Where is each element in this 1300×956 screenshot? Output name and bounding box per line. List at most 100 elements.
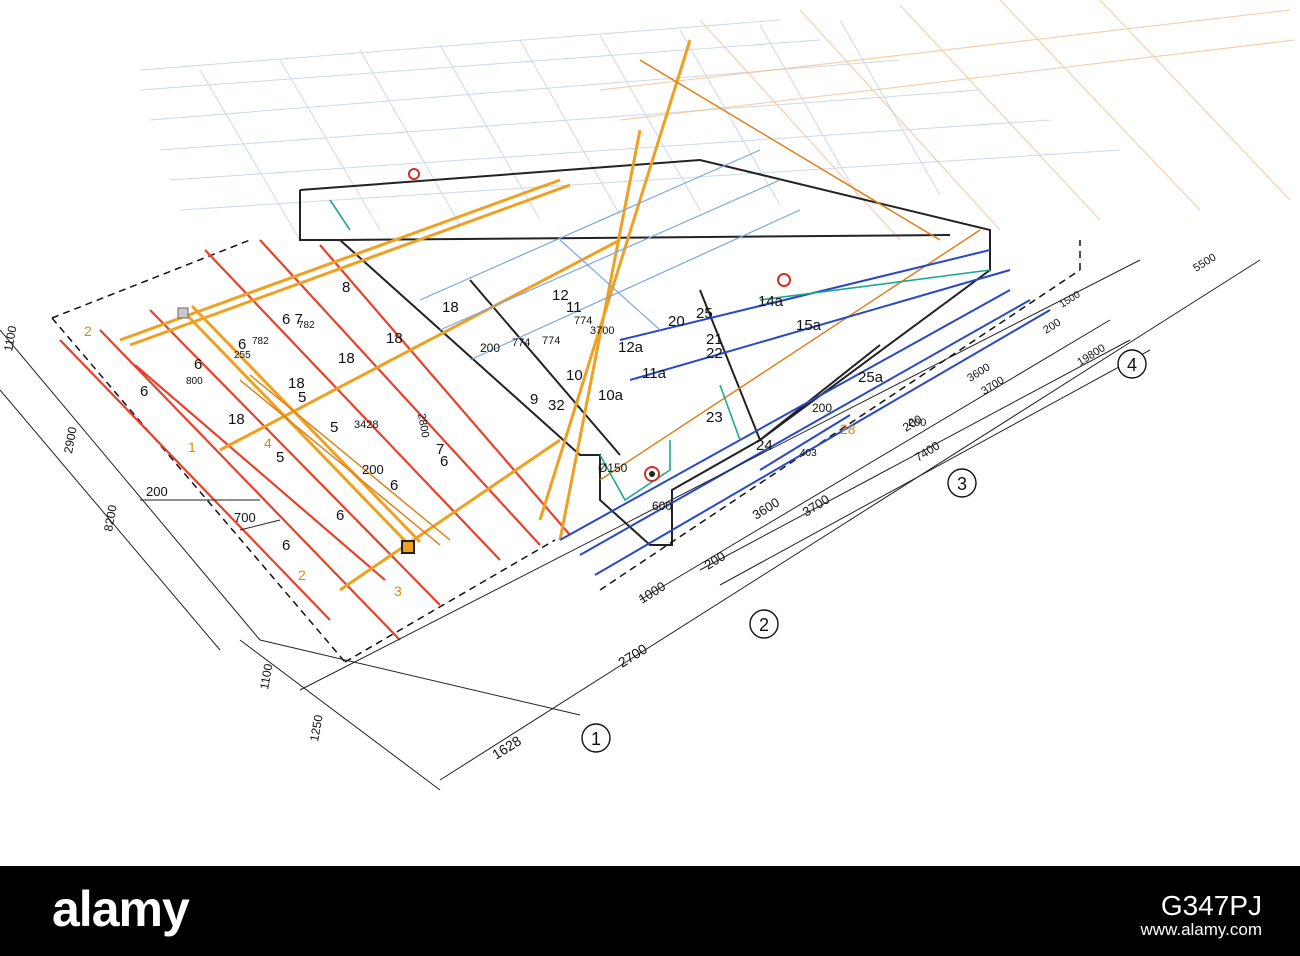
- room-label: 6: [390, 477, 398, 494]
- red-pipes: [59, 239, 571, 641]
- room-label: Ø150: [598, 461, 628, 475]
- room-label: 3700: [590, 325, 614, 337]
- dim-label: 700: [234, 510, 256, 525]
- dim-label: 1100: [1, 324, 19, 352]
- room-label: 3428: [354, 419, 378, 431]
- room-label: 12a: [618, 339, 644, 356]
- orange-trunk: [119, 39, 692, 592]
- dim-label: 1628: [489, 732, 524, 762]
- room-label: 18: [442, 299, 459, 316]
- room-label: 5: [276, 449, 284, 466]
- dim-label: 1100: [257, 662, 275, 690]
- room-label: 23: [706, 409, 723, 426]
- room-label: 6: [336, 507, 344, 524]
- grid-axis-1-circle: [581, 723, 611, 753]
- riser-fixture-icon: [401, 540, 415, 554]
- room-label: 200: [908, 417, 926, 429]
- room-label: 5: [330, 419, 338, 436]
- faded-upper-plan: [139, 19, 1121, 241]
- blue-pipes: [559, 249, 1051, 576]
- room-label: 6: [140, 383, 148, 400]
- room-label: 600: [652, 499, 672, 513]
- room-label: 10a: [598, 387, 624, 404]
- dim-label: 2700: [615, 640, 650, 670]
- room-label: 32: [548, 397, 565, 414]
- room-label: 7: [436, 441, 444, 458]
- stock-url: www.alamy.com: [1140, 920, 1262, 939]
- grid-axis-2: 2: [759, 615, 769, 635]
- drain-fixture-icon: [777, 273, 791, 287]
- room-label: 21: [706, 331, 723, 348]
- room-label: 6: [282, 537, 290, 554]
- room-label: 255: [234, 350, 251, 361]
- blueprint-photo: 1 2 3 4 1628 2700 1000 200 3600 3700 740…: [0, 0, 1296, 791]
- room-label: 2800: [415, 412, 431, 438]
- room-label: 774: [542, 335, 560, 347]
- room-label: 5: [298, 389, 306, 406]
- pipe-markers: 1 2 2 3 4: [84, 323, 402, 599]
- riser-fixture-icon: [177, 307, 189, 319]
- pipe-marker: 2: [84, 323, 92, 339]
- room-label: 18: [338, 350, 355, 367]
- grid-axis-3-circle: [947, 468, 977, 498]
- orange-branch: [239, 59, 981, 546]
- grid-axis-2-circle: [749, 609, 779, 639]
- room-label: 15a: [796, 317, 822, 334]
- room-label: 200: [812, 401, 832, 415]
- room-label: 782: [252, 336, 269, 347]
- room-label: 20: [668, 313, 685, 330]
- room-label: 6 7: [282, 311, 303, 328]
- room-label: 12: [552, 287, 569, 304]
- dim-label: 3700: [979, 374, 1006, 397]
- pipe-marker: 4: [264, 435, 272, 451]
- dim-label: 200: [362, 462, 384, 477]
- room-label: 11a: [642, 365, 667, 382]
- room-label: 774: [512, 337, 530, 349]
- dim-label: 1000: [636, 578, 668, 606]
- grid-axis-3: 3: [957, 474, 967, 494]
- room-label: 18: [288, 375, 305, 392]
- room-label: 18: [386, 330, 403, 347]
- dim-label: 19800: [1075, 342, 1107, 368]
- room-label: 14a: [758, 293, 784, 310]
- dim-label: 200: [702, 548, 728, 572]
- room-label: 9: [530, 391, 538, 408]
- room-label: 6: [440, 453, 448, 470]
- dim-label: 3700: [800, 491, 832, 519]
- drain-fixture-icon: [644, 466, 660, 482]
- dim-label: 1500: [1058, 289, 1083, 310]
- dim-label: 200: [146, 484, 168, 499]
- room-label: 403: [800, 448, 817, 459]
- left-dimension-labels: 1100 2900 8200 1100 1250 200 700 200: [1, 324, 384, 742]
- drain-fixture-icon: [408, 168, 420, 180]
- room-label: 782: [298, 320, 315, 331]
- room-label: 774: [574, 315, 592, 327]
- room-label: 6: [194, 356, 202, 373]
- room-label: 25: [696, 305, 713, 322]
- room-label: 6: [238, 336, 246, 353]
- stock-photo-banner: alamy G347PJ www.alamy.com: [0, 866, 1300, 956]
- room-label: 25a: [858, 369, 884, 386]
- room-label: 8: [342, 279, 350, 296]
- dimension-lines: [0, 259, 1261, 791]
- fixtures: [177, 168, 791, 554]
- light-blue-pipes: [419, 149, 801, 361]
- dashed-boundary: [51, 239, 1081, 663]
- room-label: 22: [706, 345, 723, 362]
- interior-labels: 6 6 6 6 6 6 6 6 7 782 800 255 782 18 18 …: [140, 279, 926, 554]
- grid-axis-1: 1: [591, 729, 601, 749]
- faded-orange-plan: [599, 0, 1296, 241]
- room-label: 200: [480, 341, 500, 355]
- room-label: 28: [840, 421, 856, 437]
- pipe-marker: 1: [188, 439, 196, 455]
- drain-fixture-core: [649, 471, 655, 477]
- dim-label: 5500: [1191, 251, 1218, 274]
- room-label: 24: [756, 437, 773, 454]
- grid-axis-markers: 1 2 3 4: [581, 349, 1147, 753]
- room-label: 11: [566, 299, 582, 316]
- room-label: 10: [566, 367, 583, 384]
- room-label: 800: [186, 376, 203, 387]
- grid-axis-4: 4: [1127, 355, 1137, 375]
- teal-pipes: [329, 199, 991, 502]
- pipe-marker: 3: [394, 583, 402, 599]
